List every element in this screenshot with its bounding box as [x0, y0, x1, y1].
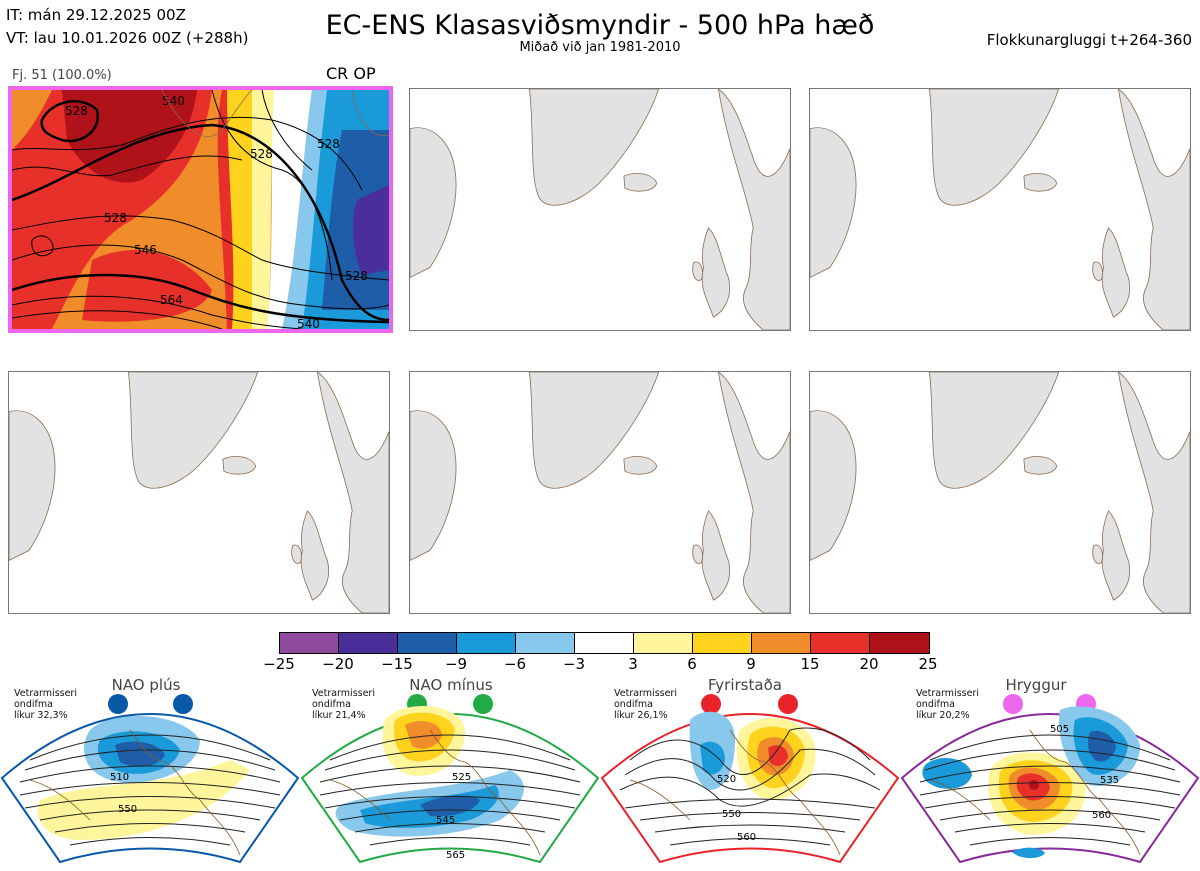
- regime-2-dot: [473, 694, 493, 714]
- page-subtitle: Miðað við jan 1981-2010: [519, 40, 681, 55]
- contour-label: 550: [118, 804, 137, 815]
- regime-3-dot: [701, 694, 721, 714]
- anomaly-map-1: 528 540 528 528 528 546 528 564 540: [12, 90, 389, 329]
- contour-label: 540: [297, 317, 320, 329]
- contour-label: 560: [1092, 810, 1111, 821]
- colorbar-segment: [811, 633, 870, 653]
- colorbar-tick: −9: [444, 655, 468, 673]
- colorbar-segment: [516, 633, 575, 653]
- colorbar-segment: [634, 633, 693, 653]
- regime-2-frequency: Vetrarmisseri ondifma líkur 21,4%: [312, 688, 375, 721]
- valid-time: VT: lau 10.01.2026 00Z (+288h): [6, 29, 249, 47]
- colorbar: [279, 632, 930, 654]
- regime-3-map: 520 550 560: [600, 694, 900, 864]
- panel-1-label: Fj. 51 (100.0%): [12, 68, 112, 83]
- regime-2-map: 525 545 565: [300, 694, 600, 864]
- colorbar-tick: −20: [322, 655, 354, 673]
- colorbar-tick: 15: [800, 655, 820, 673]
- contour-label: 528: [317, 137, 340, 151]
- regime-3-dot: [778, 694, 798, 714]
- map-panel-5[interactable]: [409, 371, 791, 614]
- regime-1-dot: [173, 694, 193, 714]
- contour-label: 505: [1050, 724, 1069, 735]
- base-map-5: [410, 372, 790, 613]
- colorbar-segment: [693, 633, 752, 653]
- page-title: EC-ENS Klasasviðsmyndir - 500 hPa hæð: [325, 10, 875, 41]
- colorbar-tick: −25: [263, 655, 295, 673]
- contour-label: 528: [104, 211, 127, 225]
- freq-line: ondifma: [312, 699, 351, 710]
- base-map-2: [410, 89, 790, 330]
- map-panel-1[interactable]: 528 540 528 528 528 546 528 564 540: [8, 86, 393, 333]
- colorbar-segment: [870, 633, 929, 653]
- colorbar-segment: [280, 633, 339, 653]
- contour-label: 564: [160, 293, 183, 307]
- colorbar-tick: 3: [628, 655, 638, 673]
- colorbar-tick: 25: [918, 655, 938, 673]
- regime-4-frequency: Vetrarmisseri ondifma líkur 20,2%: [916, 688, 979, 721]
- contour-label: 550: [722, 809, 741, 820]
- freq-line: líkur 20,2%: [916, 710, 970, 721]
- colorbar-tick: 6: [687, 655, 697, 673]
- regime-1-title: NAO plús: [111, 676, 181, 694]
- freq-line: líkur 21,4%: [312, 710, 366, 721]
- regime-4-map: 505 535 560: [900, 694, 1200, 864]
- contour-label: 528: [65, 104, 88, 118]
- colorbar-tick: 9: [746, 655, 756, 673]
- colorbar-tick: −3: [562, 655, 586, 673]
- init-time: IT: mán 29.12.2025 00Z: [6, 6, 186, 24]
- contour-label: 546: [134, 243, 157, 257]
- regime-1-frequency: Vetrarmisseri ondifma líkur 32,3%: [14, 688, 77, 721]
- contour-label: 545: [436, 815, 455, 826]
- regime-3-frequency: Vetrarmisseri ondifma líkur 26,1%: [614, 688, 677, 721]
- colorbar-tick: −6: [503, 655, 527, 673]
- colorbar-segment: [339, 633, 398, 653]
- panel-1-tag: CR OP: [326, 64, 376, 83]
- freq-line: ondifma: [614, 699, 653, 710]
- regime-3-title: Fyrirstaða: [708, 676, 782, 694]
- colorbar-segment: [752, 633, 811, 653]
- contour-label: 535: [1100, 775, 1119, 786]
- classification-window: Flokkunargluggi t+264-360: [986, 31, 1192, 49]
- base-map-3: [810, 89, 1190, 330]
- contour-label: 520: [717, 774, 736, 785]
- colorbar-tick: −15: [381, 655, 413, 673]
- colorbar-segment: [457, 633, 516, 653]
- map-panel-6[interactable]: [809, 371, 1191, 614]
- freq-line: ondifma: [14, 699, 53, 710]
- base-map-4: [9, 372, 389, 613]
- contour-label: 510: [110, 772, 129, 783]
- colorbar-tick: 20: [859, 655, 879, 673]
- map-panel-3[interactable]: [809, 88, 1191, 331]
- contour-label: 560: [737, 832, 756, 843]
- freq-line: ondifma: [916, 699, 955, 710]
- freq-line: líkur 32,3%: [14, 710, 68, 721]
- contour-label: 528: [250, 147, 273, 161]
- contour-label: 528: [345, 269, 368, 283]
- freq-line: Vetrarmisseri: [312, 688, 375, 699]
- contour-label: 565: [446, 850, 465, 861]
- header-left: IT: mán 29.12.2025 00Z VT: lau 10.01.202…: [6, 4, 248, 50]
- freq-line: Vetrarmisseri: [614, 688, 677, 699]
- map-panel-4[interactable]: [8, 371, 390, 614]
- colorbar-segment: [575, 633, 634, 653]
- freq-line: Vetrarmisseri: [14, 688, 77, 699]
- regime-1-dot: [108, 694, 128, 714]
- colorbar-segment: [398, 633, 457, 653]
- regime-4-title: Hryggur: [1005, 676, 1067, 694]
- base-map-6: [810, 372, 1190, 613]
- map-panel-2[interactable]: [409, 88, 791, 331]
- regime-4-dot: [1003, 694, 1023, 714]
- freq-line: líkur 26,1%: [614, 710, 668, 721]
- freq-line: Vetrarmisseri: [916, 688, 979, 699]
- contour-label: 525: [452, 772, 471, 783]
- contour-label: 540: [162, 94, 185, 108]
- regime-1-map: 510 550: [0, 694, 300, 864]
- regime-2-title: NAO mínus: [409, 676, 493, 694]
